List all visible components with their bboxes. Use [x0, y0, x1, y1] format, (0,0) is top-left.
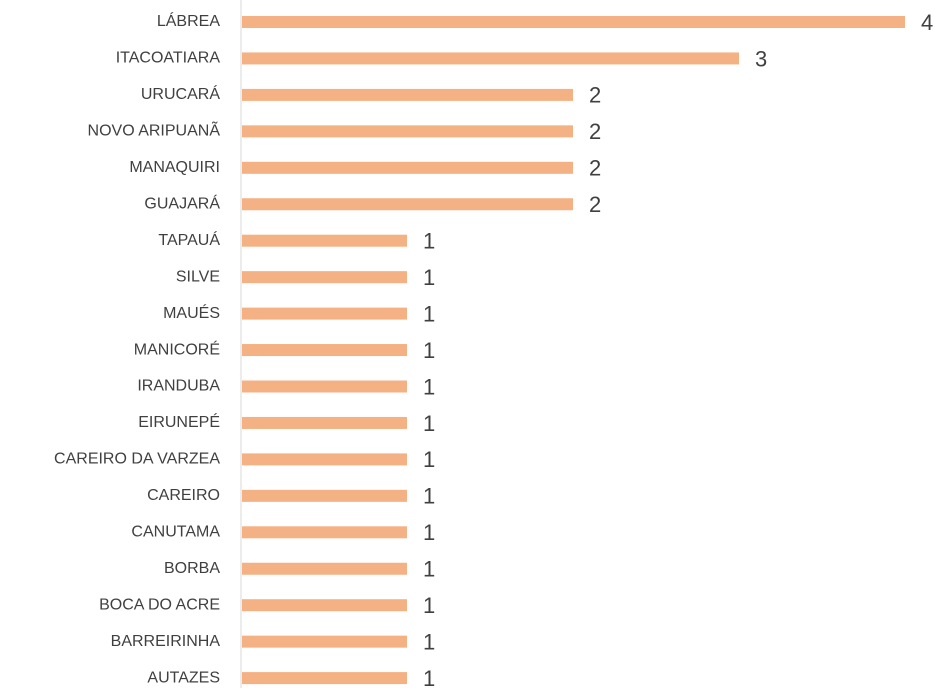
- bar: [242, 88, 573, 101]
- y-tick-label: CAREIRO: [147, 487, 220, 504]
- value-label: 1: [423, 484, 435, 509]
- bar: [242, 307, 407, 320]
- value-label: 2: [589, 83, 601, 108]
- y-tick-label: MANICORÉ: [134, 339, 220, 358]
- bar: [242, 125, 573, 138]
- y-tick-label: CANUTAMA: [131, 524, 220, 541]
- y-tick-label: MANAQUIRI: [129, 159, 220, 176]
- y-tick-label: LÁBREA: [157, 11, 220, 30]
- value-label: 1: [423, 374, 435, 399]
- bar: [242, 562, 407, 575]
- value-label: 1: [423, 629, 435, 654]
- bar: [242, 161, 573, 174]
- value-label: 1: [423, 301, 435, 326]
- bar: [242, 198, 573, 211]
- bar: [242, 635, 407, 648]
- value-label: 3: [755, 46, 767, 71]
- value-label: 1: [423, 593, 435, 618]
- value-label: 1: [423, 520, 435, 545]
- bar: [242, 599, 407, 612]
- value-label: 1: [423, 229, 435, 254]
- value-label: 1: [423, 265, 435, 290]
- y-tick-label: ITACOATIARA: [116, 50, 221, 67]
- y-tick-label: IRANDUBA: [137, 378, 220, 395]
- bar: [242, 489, 407, 502]
- value-label: 1: [423, 338, 435, 363]
- y-tick-label: CAREIRO DA VARZEA: [54, 451, 220, 468]
- value-label: 2: [589, 192, 601, 217]
- y-tick-label: BARREIRINHA: [111, 633, 221, 650]
- y-tick-label: NOVO ARIPUANÃ: [88, 120, 221, 140]
- y-tick-label: AUTAZES: [147, 669, 220, 686]
- y-tick-label: BORBA: [164, 560, 220, 577]
- y-tick-label: MAUÉS: [163, 303, 220, 322]
- bar: [242, 234, 407, 247]
- value-label: 1: [423, 557, 435, 582]
- y-tick-label: URUCARÁ: [141, 84, 220, 103]
- value-label: 1: [423, 411, 435, 436]
- y-tick-label: SILVE: [176, 268, 220, 285]
- value-label: 1: [423, 447, 435, 472]
- bar: [242, 416, 407, 429]
- bar: [242, 16, 905, 28]
- y-tick-label: GUAJARÁ: [144, 193, 220, 212]
- value-label: 2: [589, 119, 601, 144]
- value-label: 4: [921, 10, 933, 35]
- value-label: 1: [423, 666, 435, 688]
- bar: [242, 453, 407, 466]
- bar: [242, 380, 407, 393]
- y-tick-label: BOCA DO ACRE: [99, 596, 220, 613]
- value-label: 2: [589, 156, 601, 181]
- y-tick-label: EIRUNEPÉ: [138, 412, 220, 431]
- bar: [242, 526, 407, 539]
- bar: [242, 52, 739, 65]
- bar: [242, 271, 407, 284]
- bar: [242, 344, 407, 357]
- bar: [242, 672, 407, 685]
- y-tick-label: TAPAUÁ: [158, 230, 220, 249]
